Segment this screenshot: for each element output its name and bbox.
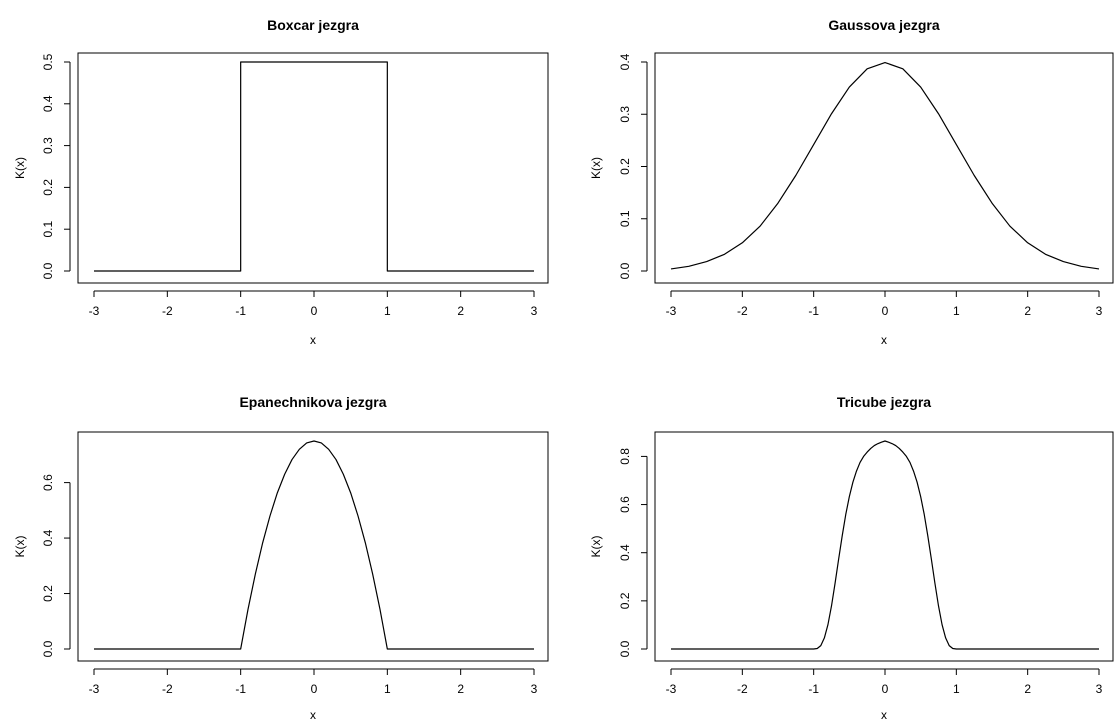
x-tick-label: 3 xyxy=(531,682,538,696)
x-tick-label: 3 xyxy=(531,304,538,318)
x-tick-label: -1 xyxy=(235,682,246,696)
x-tick-label: -3 xyxy=(89,682,100,696)
x-tick-label: -1 xyxy=(235,304,246,318)
chart-title: Gaussova jezgra xyxy=(828,17,939,33)
y-tick-label: 0.0 xyxy=(618,262,632,279)
y-tick-label: 0.8 xyxy=(618,448,632,465)
y-tick-label: 0.0 xyxy=(41,262,55,279)
x-tick-label: -1 xyxy=(808,304,819,318)
y-axis-label: K(x) xyxy=(589,157,603,179)
x-tick-label: 1 xyxy=(384,304,391,318)
chart-panel-1: Boxcar jezgra -3 -2 -1 0 1 2 3 x 0.0 0.1 0.2 0.3 0.4 0… xyxy=(13,17,549,347)
x-tick-label: 2 xyxy=(1024,304,1031,318)
x-axis-label: x xyxy=(881,333,887,347)
x-axis-label: x xyxy=(310,708,316,720)
series-line xyxy=(94,61,534,272)
y-tick-label: 0.6 xyxy=(618,496,632,513)
chart-panel-2: Gaussova jezgra -3 -2 -1 0 1 2 3 x 0.0 0.1 0.2 0.3 0.… xyxy=(589,17,1114,347)
x-axis-label: x xyxy=(881,708,887,720)
chart-title: Epanechnikova jezgra xyxy=(239,394,386,410)
x-tick-label: 3 xyxy=(1096,682,1103,696)
plot-frame xyxy=(77,431,549,662)
y-axis-label: K(x) xyxy=(13,536,27,558)
x-tick-label: 3 xyxy=(1096,304,1103,318)
x-tick-label: 2 xyxy=(1024,682,1031,696)
x-tick-label: -1 xyxy=(808,682,819,696)
x-tick-label: 0 xyxy=(882,682,889,696)
y-tick-label: 0.0 xyxy=(618,640,632,657)
y-tick-label: 0.1 xyxy=(618,210,632,227)
y-tick-label: 0.2 xyxy=(618,592,632,609)
y-tick-label: 0.1 xyxy=(41,221,55,238)
y-axis-label: K(x) xyxy=(589,536,603,558)
x-tick-label: 1 xyxy=(953,682,960,696)
plot-frame xyxy=(654,431,1114,662)
x-tick-label: 1 xyxy=(384,682,391,696)
y-tick-label: 0.4 xyxy=(618,53,632,70)
chart-title: Boxcar jezgra xyxy=(267,17,359,33)
plot-frame xyxy=(654,52,1114,284)
y-tick-label: 0.5 xyxy=(41,53,55,70)
x-tick-label: -2 xyxy=(737,304,748,318)
x-tick-label: -2 xyxy=(162,682,173,696)
y-tick-label: 0.2 xyxy=(41,585,55,602)
x-tick-label: 0 xyxy=(311,304,318,318)
x-tick-label: -3 xyxy=(666,304,677,318)
x-tick-label: 1 xyxy=(953,304,960,318)
x-tick-label: -2 xyxy=(162,304,173,318)
plot-frame xyxy=(77,52,549,284)
y-tick-label: 0.4 xyxy=(618,544,632,561)
series-line xyxy=(671,440,1099,650)
x-tick-label: -3 xyxy=(89,304,100,318)
chart-panel-4: Tricube jezgra -3 -2 -1 0 1 2 3 x 0.0 0.2 0.4 0.6 0.8… xyxy=(589,394,1114,720)
chart-title: Tricube jezgra xyxy=(837,394,931,410)
series-line xyxy=(670,61,1100,270)
y-axis-label: K(x) xyxy=(13,157,27,179)
x-tick-label: -2 xyxy=(737,682,748,696)
y-tick-label: 0.6 xyxy=(41,474,55,491)
x-tick-label: 2 xyxy=(457,304,464,318)
x-tick-label: 0 xyxy=(882,304,889,318)
series-line xyxy=(94,440,534,650)
y-tick-label: 0.4 xyxy=(41,95,55,112)
y-tick-label: 0.2 xyxy=(41,179,55,196)
y-tick-label: 0.0 xyxy=(41,640,55,657)
x-tick-label: 2 xyxy=(457,682,464,696)
chart-panel-3: Epanechnikova jezgra -3 -2 -1 0 1 2 3 x 0.0 0.2 0.4… xyxy=(13,394,549,720)
y-tick-label: 0.4 xyxy=(41,529,55,546)
y-tick-label: 0.2 xyxy=(618,158,632,175)
x-tick-label: 0 xyxy=(311,682,318,696)
y-tick-label: 0.3 xyxy=(618,106,632,123)
x-tick-label: -3 xyxy=(666,682,677,696)
x-axis-label: x xyxy=(310,333,316,347)
y-tick-label: 0.3 xyxy=(41,137,55,154)
